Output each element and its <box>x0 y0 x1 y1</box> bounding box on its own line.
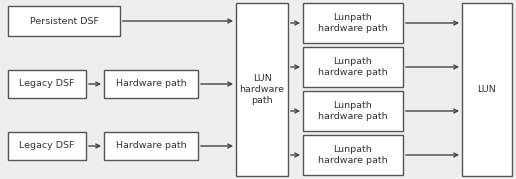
Bar <box>303 47 403 87</box>
Text: Lunpath
hardware path: Lunpath hardware path <box>318 145 388 165</box>
Text: Lunpath
hardware path: Lunpath hardware path <box>318 57 388 77</box>
Text: Legacy DSF: Legacy DSF <box>19 79 75 88</box>
Bar <box>8 70 86 98</box>
Bar <box>303 91 403 131</box>
Text: Hardware path: Hardware path <box>116 142 186 151</box>
Bar <box>303 135 403 175</box>
Bar <box>8 132 86 160</box>
Bar <box>104 132 198 160</box>
Bar <box>303 3 403 43</box>
Bar <box>236 3 288 176</box>
Bar <box>104 70 198 98</box>
Bar <box>8 6 120 36</box>
Text: LUN
hardware
path: LUN hardware path <box>239 74 284 105</box>
Text: Legacy DSF: Legacy DSF <box>19 142 75 151</box>
Text: Persistent DSF: Persistent DSF <box>29 16 99 25</box>
Text: LUN: LUN <box>478 85 496 94</box>
Text: Lunpath
hardware path: Lunpath hardware path <box>318 13 388 33</box>
Bar <box>462 3 512 176</box>
Text: Lunpath
hardware path: Lunpath hardware path <box>318 101 388 121</box>
Text: Hardware path: Hardware path <box>116 79 186 88</box>
